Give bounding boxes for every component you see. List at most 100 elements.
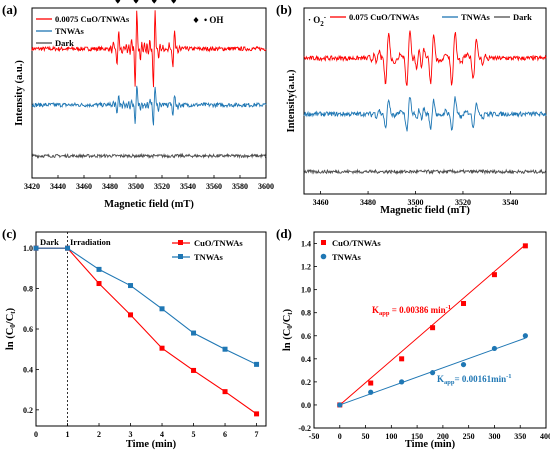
panel-a-x-ticks: 3420 3440 3460 3480 3500 3520 3540 3560 3580 3600 xyxy=(24,175,274,191)
panel-c-series-1-point xyxy=(159,306,165,312)
panel-d-x-tick-label: 0 xyxy=(338,432,342,441)
panel-d-frame xyxy=(313,231,547,429)
panel-c-axes: 0 1 2 3 4 5 6 7 0.2 0.4 0.6 0.8 1.0 xyxy=(23,232,259,439)
panel-d-series-1-point xyxy=(429,370,436,376)
panel-b-x-axis-title: Magnetic field (mT) xyxy=(380,205,470,216)
panel-c-x-tick-label: 2 xyxy=(97,430,101,439)
panel-d-x-tick-label: 150 xyxy=(411,432,423,441)
panel-a-frame xyxy=(31,7,267,179)
legend-marker xyxy=(178,240,183,245)
species-label-oh: • OH xyxy=(204,15,223,25)
panel-a-peak-marker xyxy=(115,0,121,4)
panel-b-x-tick-label: 3500 xyxy=(408,198,424,207)
panel-d-x-tick-label: 250 xyxy=(463,432,475,441)
panel-d-x-tick-label: 400 xyxy=(540,432,550,441)
panel-b-label: (b) xyxy=(276,2,292,17)
panel-d-x-axis-title: Time (min) xyxy=(405,439,456,450)
legend-label: CuO/TNWAs xyxy=(194,238,243,248)
region-label-dark: Dark xyxy=(40,237,59,247)
panel-a-label: (a) xyxy=(2,2,17,17)
panel-c-y-tick-label: 1.0 xyxy=(23,244,33,253)
panel-d-series-0-point xyxy=(522,243,528,249)
panel-d-series-1-point xyxy=(368,389,374,395)
panel-a-peak-marker xyxy=(133,0,139,4)
panel-d-y-tick-label: -0.2 xyxy=(298,424,311,433)
panel-d-y-tick-label: 1.2 xyxy=(301,263,311,272)
species-label-superoxide: · O2- xyxy=(308,13,327,28)
panel-b: (b) 3460 3480 3500 3520 3540 · O2- 0.075 CuO… xyxy=(276,2,547,216)
panel-c-series-0-point xyxy=(254,411,260,417)
panel-c-series xyxy=(33,245,260,417)
panel-c-y-tick-label: 0.2 xyxy=(23,406,33,415)
panel-c-series-0-point xyxy=(191,367,197,373)
panel-c-x-tick-label: 3 xyxy=(129,430,133,439)
panel-d-x-tick-label: 350 xyxy=(514,432,526,441)
panel-d-series-0-point xyxy=(399,356,405,362)
panel-c-series-1-point xyxy=(65,245,71,251)
panel-c-x-axis-title: Time (min) xyxy=(126,439,177,450)
panel-a-y-axis-title: Intensity (a.u.) xyxy=(14,60,25,126)
panel-d-series-0-point xyxy=(368,380,374,386)
panel-b-frame xyxy=(303,7,547,195)
panel-d-series-1-point xyxy=(491,345,498,352)
panel-d-y-tick-label: 0.4 xyxy=(301,355,311,364)
panel-a-series-2-curve xyxy=(31,152,267,159)
panel-c-series-1-point xyxy=(254,361,260,367)
panel-a-x-tick-label: 3500 xyxy=(128,182,144,191)
panel-c: (c) 0 1 2 3 4 5 6 7 0.2 0.4 0.6 0.8 1.0 Dark Irradia… xyxy=(2,226,267,450)
panel-d-label: (d) xyxy=(276,226,292,241)
panel-b-x-ticks: 3460 3480 3500 3520 3540 xyxy=(313,191,518,207)
rate-constant-label-tnwas: Kapp= 0.00161min-1 xyxy=(437,373,512,386)
panel-d-series-1-point xyxy=(460,361,467,368)
panel-a-legend-peak-marker xyxy=(193,17,199,23)
legend-label: 0.075 CuO/TNWAs xyxy=(349,12,420,22)
panel-a-x-tick-label: 3440 xyxy=(50,182,66,191)
panel-d-series-0-point xyxy=(430,325,436,331)
panel-d-y-tick-label: 0.0 xyxy=(301,401,311,410)
panel-c-x-tick-label: 5 xyxy=(192,430,196,439)
panel-d-series-1-point xyxy=(522,333,528,339)
panel-b-x-tick-label: 3540 xyxy=(502,198,518,207)
panel-a-x-axis-title: Magnetic field (mT) xyxy=(104,199,194,210)
panel-d-y-axis-title: ln (C0/Ct) xyxy=(282,308,294,351)
panel-a-x-tick-label: 3460 xyxy=(76,182,92,191)
panel-d-series-1-point xyxy=(399,379,405,385)
panel-c-series-0-point xyxy=(222,389,228,395)
legend-label: Dark xyxy=(55,38,74,48)
panel-d-x-tick-label: 100 xyxy=(385,432,397,441)
panel-a-x-tick-label: 3560 xyxy=(206,182,222,191)
panel-c-series-0-point xyxy=(96,281,102,287)
legend-label: 0.0075 CuO/TNWAs xyxy=(55,14,130,24)
panel-b-series-1-curve xyxy=(303,96,547,132)
panel-c-x-tick-label: 7 xyxy=(255,430,259,439)
panel-d-axes: -50 0 50 100 150 200 250 300 350 400 -0.2 0.0 0.2 0.4… xyxy=(298,240,550,441)
panel-d-y-tick-label: 0.2 xyxy=(301,378,311,387)
legend-label: TNWAs xyxy=(461,12,491,22)
rate-constant-label-cuo: Kapp = 0.00386 min-1 xyxy=(372,304,451,317)
panel-a-peak-markers xyxy=(115,0,199,23)
panel-c-series-1-point xyxy=(222,346,228,352)
panel-a-x-tick-label: 3600 xyxy=(258,182,274,191)
panel-d-x-tick-label: 200 xyxy=(437,432,449,441)
region-label-irradiation: Irradiation xyxy=(70,237,111,247)
panel-c-x-tick-label: 6 xyxy=(223,430,227,439)
panel-a-x-tick-label: 3580 xyxy=(232,182,248,191)
panel-c-x-tick-label: 4 xyxy=(160,430,164,439)
panel-c-y-tick-label: 0.8 xyxy=(23,285,33,294)
panel-b-x-tick-label: 3460 xyxy=(313,198,329,207)
panel-d-x-tick-label: -50 xyxy=(309,432,320,441)
panel-d-series-1-point xyxy=(337,402,343,408)
panel-b-x-tick-label: 3480 xyxy=(360,198,376,207)
panel-c-x-tick-label: 1 xyxy=(66,430,70,439)
panel-d-y-tick-label: 1.4 xyxy=(301,240,311,249)
panel-c-series-0-point xyxy=(159,345,165,351)
panel-c-y-tick-label: 0.6 xyxy=(23,325,33,334)
legend-label: TNWAs xyxy=(194,252,224,262)
panel-c-series-0-line xyxy=(36,247,257,415)
panel-c-series-1-point xyxy=(128,283,134,289)
legend-label: TNWAs xyxy=(55,26,85,36)
panel-d-series xyxy=(337,243,528,408)
legend-marker xyxy=(320,253,327,260)
panel-d-series-0-fit xyxy=(339,244,526,406)
